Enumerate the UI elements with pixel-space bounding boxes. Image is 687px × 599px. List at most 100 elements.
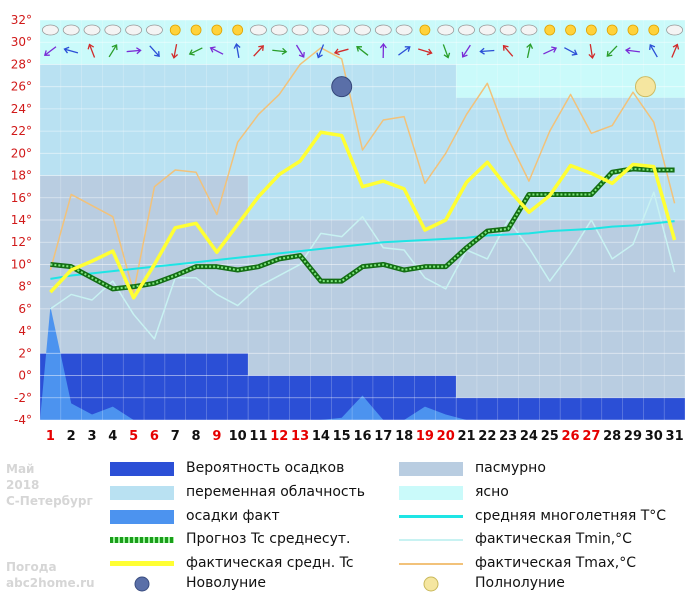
sun-icon [606, 24, 618, 36]
series-layer [49, 47, 677, 340]
wind-arrow-shaft [625, 49, 641, 53]
wind-arrow-shaft [526, 44, 532, 58]
series-line-0 [49, 47, 676, 293]
wind-arrow-head [209, 46, 216, 53]
legend-label: переменная облачность [186, 484, 366, 500]
cloud-icon [666, 24, 683, 36]
wind-arrow-head [624, 47, 631, 55]
wind-arrow-shaft [543, 47, 557, 55]
full-moon-marker [634, 76, 656, 98]
y-tick-label: 18° [11, 169, 32, 183]
wind-arrow-shaft [295, 44, 305, 58]
precip-probability-band [456, 397, 685, 420]
wind-arrow-icon [624, 47, 641, 55]
new-moon-icon [134, 576, 150, 592]
legend-label: пасмурно [475, 460, 546, 476]
sidebar-city: С-Петербург [6, 494, 93, 508]
wind-arrow-shaft [480, 49, 495, 53]
legend-swatch [110, 561, 174, 566]
wind-arrow-shaft [334, 48, 349, 54]
x-tick-label: 26 [562, 429, 580, 444]
wind-arrow-icon [398, 46, 411, 56]
wind-arrow-head [606, 50, 613, 57]
wind-arrow-head [63, 46, 70, 54]
legend-label: ясно [475, 484, 509, 500]
x-tick-label: 22 [478, 429, 496, 444]
wind-arrow-icon [418, 48, 433, 56]
x-tick-label: 14 [312, 429, 330, 444]
sidebar-month: Май [6, 462, 35, 476]
sun-icon [627, 24, 639, 36]
wind-arrow-icon [502, 44, 514, 57]
wind-arrow-shaft [149, 45, 160, 57]
y-tick-label: 22° [11, 124, 32, 138]
x-tick-label: 1 [46, 429, 55, 444]
cloud-icon [312, 24, 330, 36]
sidebar-site-line2: abc2home.ru [6, 576, 95, 590]
wind-arrow-head [136, 47, 142, 55]
sidebar-year: 2018 [6, 478, 40, 492]
wind-arrow-icon [149, 45, 160, 58]
x-tick-label: 15 [333, 429, 351, 444]
y-tick-label: 24° [11, 102, 32, 116]
cloud-icon [104, 24, 122, 36]
y-tick-label: 32° [11, 13, 32, 27]
x-tick-label: 4 [108, 429, 117, 444]
legend-swatch [399, 563, 463, 565]
wind-arrow-head [154, 51, 160, 58]
x-tick-label: 21 [457, 429, 475, 444]
wind-arrow-icon [479, 47, 495, 55]
series-line-1 [49, 191, 676, 340]
legend-label: Вероятность осадков [186, 460, 345, 476]
cloud-icon [499, 24, 517, 36]
wind-arrow-shaft [108, 44, 118, 58]
wind-arrow-icon [356, 46, 369, 56]
cloud-icon [250, 24, 267, 36]
sun-icon [211, 24, 223, 36]
sidebar-site-line1: Погода [6, 560, 57, 574]
wind-arrow-icon [233, 43, 241, 59]
x-tick-label: 16 [353, 429, 371, 444]
wind-arrow-head [461, 51, 468, 58]
x-tick-label: 31 [666, 429, 684, 444]
x-tick-label: 17 [374, 429, 392, 444]
x-tick-label: 28 [603, 429, 621, 444]
wind-arrow-shaft [606, 45, 618, 57]
x-tick-label: 6 [150, 429, 159, 444]
series-line-3-pattern [50, 167, 675, 290]
cloud-icon [478, 24, 496, 36]
cloud-icon [374, 24, 392, 36]
sun-icon [648, 24, 660, 36]
wind-arrow-shaft [671, 44, 678, 58]
y-tick-label: 14° [11, 213, 32, 227]
y-tick-label: 26° [11, 80, 32, 94]
y-tick-label: 30° [11, 35, 32, 49]
weather-icons-row [42, 24, 683, 59]
weather-chart: -4° -2° 0° 2° 4° 6° 8° 10° 12° 14° 16° 18° 20° 22° 24°… [11, 13, 686, 444]
cloud-icon [354, 24, 371, 36]
wind-arrow-shaft [317, 44, 325, 58]
wind-arrow-head [87, 43, 95, 50]
wind-arrow-head [316, 52, 323, 59]
x-tick-label: 18 [395, 429, 413, 444]
legend-label: фактическая средн. Tc [186, 555, 354, 571]
x-tick-label: 12 [270, 429, 288, 444]
sun-icon [585, 24, 597, 36]
wind-arrow-icon [333, 48, 349, 56]
wind-arrow-shaft [44, 46, 57, 56]
cloud-icon [333, 24, 351, 36]
legend-swatch [110, 537, 174, 543]
new-moon-marker [331, 76, 353, 98]
cloud-icon [42, 24, 59, 36]
x-tick-label: 8 [192, 429, 201, 444]
wind-arrow-shaft [442, 44, 449, 58]
cloud-icon [291, 24, 309, 36]
sun-icon [565, 24, 576, 36]
wind-arrow-icon [253, 45, 264, 57]
legend-swatch [110, 576, 174, 592]
x-tick-label: 24 [520, 429, 538, 444]
legend-swatch [399, 539, 463, 541]
moon-layer [331, 76, 656, 98]
legend-label: Новолуние [186, 575, 267, 591]
legend-label: средняя многолетняя T°C [475, 508, 667, 524]
